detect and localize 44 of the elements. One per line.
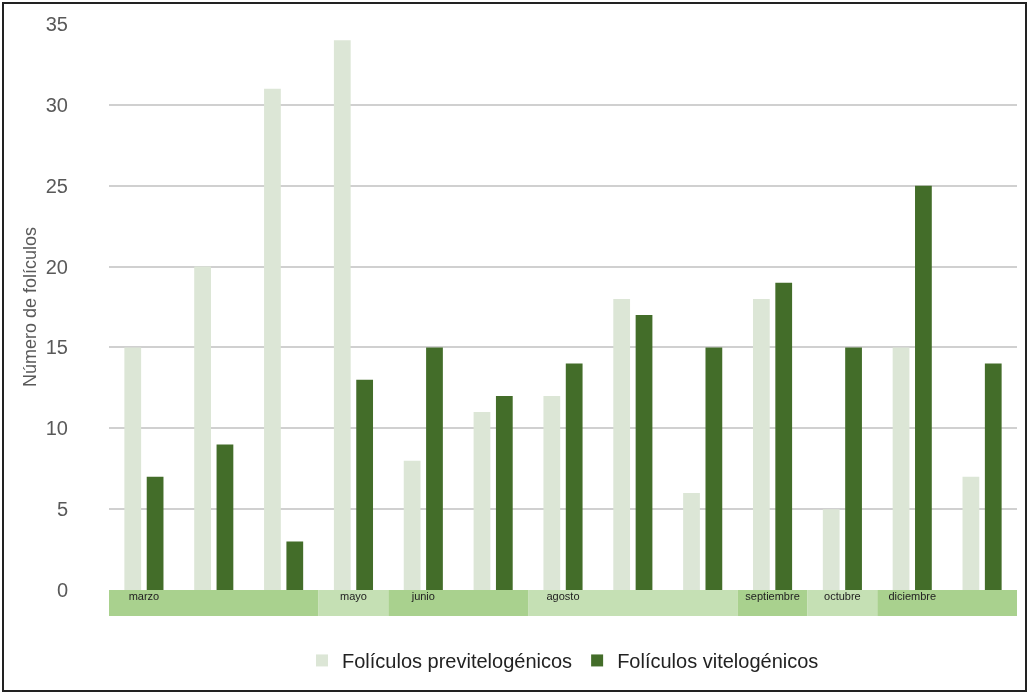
- bar: [333, 40, 351, 590]
- y-tick-label: 35: [45, 13, 68, 35]
- bar: [915, 185, 932, 590]
- y-tick-label: 10: [45, 417, 68, 440]
- y-tick-label: 5: [56, 498, 68, 521]
- bar: [426, 347, 443, 590]
- bar: [705, 347, 723, 590]
- y-tick-label: 25: [45, 174, 68, 197]
- bar: [892, 347, 910, 590]
- bar: [216, 444, 234, 590]
- x-tick-label: mayo: [340, 590, 367, 602]
- bar: [495, 395, 513, 590]
- bar: [962, 476, 980, 590]
- x-tick-label: agosto: [546, 590, 580, 602]
- x-tick-label: septiembre: [745, 590, 800, 602]
- bar: [845, 347, 862, 590]
- bar: [752, 298, 770, 590]
- legend-label: Folículos vitelogénicos: [617, 650, 819, 673]
- bar: [984, 363, 1002, 590]
- bar: [543, 395, 561, 590]
- bar: [124, 347, 142, 590]
- bar: [146, 476, 164, 590]
- x-tick-label: marzo: [128, 590, 160, 602]
- bar: [775, 282, 793, 590]
- y-tick-label: 20: [45, 255, 68, 278]
- x-tick-label: junio: [410, 590, 435, 602]
- bar: [635, 315, 653, 590]
- y-tick-label: 15: [45, 336, 68, 359]
- bar: [565, 363, 583, 590]
- bar: [264, 88, 281, 590]
- legend-label: Folículos previtelogénicos: [342, 650, 573, 673]
- bar: [473, 412, 491, 590]
- x-tick-label: octubre: [824, 590, 861, 602]
- bar: [683, 492, 700, 590]
- bar: [613, 298, 631, 590]
- y-axis-title: Número de folículos: [19, 226, 40, 388]
- bar: [403, 460, 421, 590]
- bar: [286, 541, 304, 590]
- y-tick-label: 30: [45, 93, 68, 116]
- bar: [822, 509, 840, 590]
- y-tick-label: 0: [56, 579, 68, 601]
- x-tick-label: diciembre: [888, 590, 937, 602]
- bar: [194, 266, 211, 590]
- bar: [356, 379, 374, 590]
